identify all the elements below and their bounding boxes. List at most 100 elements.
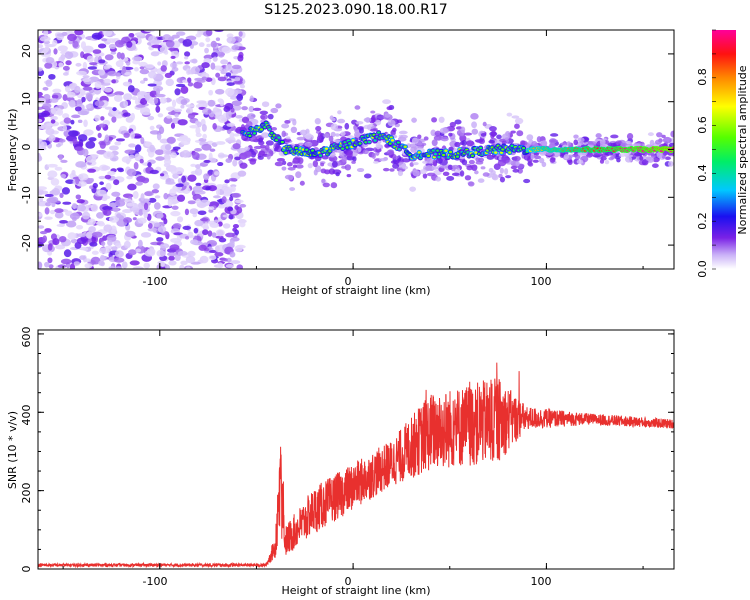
signal-halo-blob: [541, 140, 548, 147]
signal-halo-blob: [554, 152, 561, 156]
noise-blob: [217, 115, 228, 123]
signal-halo-blob: [530, 153, 535, 160]
signal-halo-blob: [276, 158, 285, 162]
signal-halo-blob: [284, 174, 294, 180]
noise-blob: [86, 55, 94, 63]
noise-blob: [75, 176, 80, 185]
noise-blob: [126, 175, 133, 180]
signal-halo-blob: [328, 135, 334, 142]
noise-blob: [159, 45, 168, 54]
noise-blob: [196, 100, 207, 104]
noise-blob: [143, 77, 148, 82]
noise-blob: [72, 40, 79, 48]
noise-blob: [189, 208, 199, 215]
noise-blob: [197, 30, 202, 36]
noise-blob: [142, 112, 151, 116]
noise-blob: [103, 151, 114, 159]
noise-blob: [49, 209, 56, 215]
noise-blob: [213, 219, 220, 223]
signal-halo-blob: [241, 116, 250, 124]
signal-halo-blob: [447, 164, 453, 170]
signal-halo-blob: [651, 163, 659, 168]
noise-blob: [239, 221, 246, 228]
noise-blob: [165, 40, 175, 48]
noise-blob: [76, 233, 87, 238]
signal-halo-blob: [292, 119, 297, 126]
noise-blob: [197, 210, 207, 216]
snr-ylabel: SNR (10 * v/v): [6, 411, 19, 489]
noise-blob: [48, 134, 56, 142]
signal-halo-blob: [351, 160, 356, 164]
noise-blob: [113, 257, 125, 263]
noise-blob: [43, 93, 51, 101]
noise-blob: [112, 107, 117, 112]
noise-blob: [103, 65, 111, 70]
noise-blob: [207, 109, 212, 114]
noise-blob: [144, 191, 153, 197]
noise-blob: [192, 152, 200, 160]
signal-halo-blob: [652, 157, 660, 163]
noise-blob: [44, 207, 50, 215]
noise-blob: [174, 167, 185, 175]
noise-blob: [218, 237, 227, 243]
signal-halo-blob: [284, 119, 291, 124]
signal-halo-blob: [528, 162, 534, 167]
noise-blob: [120, 52, 125, 60]
signal-halo-blob: [474, 170, 479, 175]
signal-halo-blob: [573, 139, 579, 146]
spectrogram-ytick-label: 20: [20, 44, 33, 58]
ridge-core-mark: [248, 134, 252, 138]
noise-blob: [74, 146, 84, 152]
noise-blob: [239, 203, 247, 208]
noise-blob: [106, 70, 118, 77]
noise-blob: [144, 30, 155, 33]
signal-halo-blob: [249, 158, 257, 165]
noise-blob: [163, 192, 169, 200]
noise-blob: [175, 83, 186, 88]
signal-halo-blob: [451, 164, 460, 170]
noise-blob: [172, 223, 182, 229]
noise-blob: [210, 40, 218, 48]
noise-blob: [179, 264, 185, 269]
noise-blob: [201, 62, 210, 69]
signal-halo-blob: [454, 141, 461, 148]
noise-blob: [98, 175, 106, 180]
noise-blob: [221, 196, 227, 204]
noise-blob: [187, 250, 196, 257]
signal-halo-blob: [422, 173, 428, 179]
noise-blob: [239, 84, 246, 89]
ridge-core-mark: [436, 149, 440, 152]
noise-blob: [147, 83, 157, 87]
signal-halo-blob: [412, 162, 419, 166]
noise-blob: [138, 208, 144, 216]
noise-blob: [116, 51, 122, 59]
noise-blob: [159, 243, 170, 249]
ridge-core-mark: [432, 155, 436, 159]
noise-blob: [225, 158, 232, 163]
signal-halo-blob: [470, 112, 479, 120]
noise-blob: [215, 37, 221, 42]
noise-blob: [92, 49, 102, 54]
noise-blob: [99, 181, 104, 186]
noise-blob: [101, 241, 106, 247]
noise-blob: [202, 133, 207, 140]
noise-blob: [110, 51, 117, 55]
signal-halo-blob: [316, 135, 322, 141]
noise-blob: [60, 173, 67, 179]
signal-halo-blob: [523, 178, 531, 184]
signal-halo-blob: [297, 157, 304, 165]
signal-halo-blob: [496, 134, 502, 140]
noise-blob: [102, 235, 108, 241]
noise-blob: [175, 61, 184, 65]
signal-halo-blob: [346, 174, 352, 178]
ridge-core-mark: [277, 136, 281, 139]
noise-blob: [199, 199, 211, 207]
noise-blob: [112, 206, 120, 213]
signal-halo-blob: [440, 136, 449, 142]
noise-blob: [130, 131, 135, 140]
signal-halo-blob: [550, 133, 559, 137]
signal-halo-blob: [329, 115, 334, 121]
noise-blob: [212, 122, 217, 130]
noise-blob: [237, 54, 244, 62]
colorbar-tick-label: 0.4: [696, 164, 709, 182]
